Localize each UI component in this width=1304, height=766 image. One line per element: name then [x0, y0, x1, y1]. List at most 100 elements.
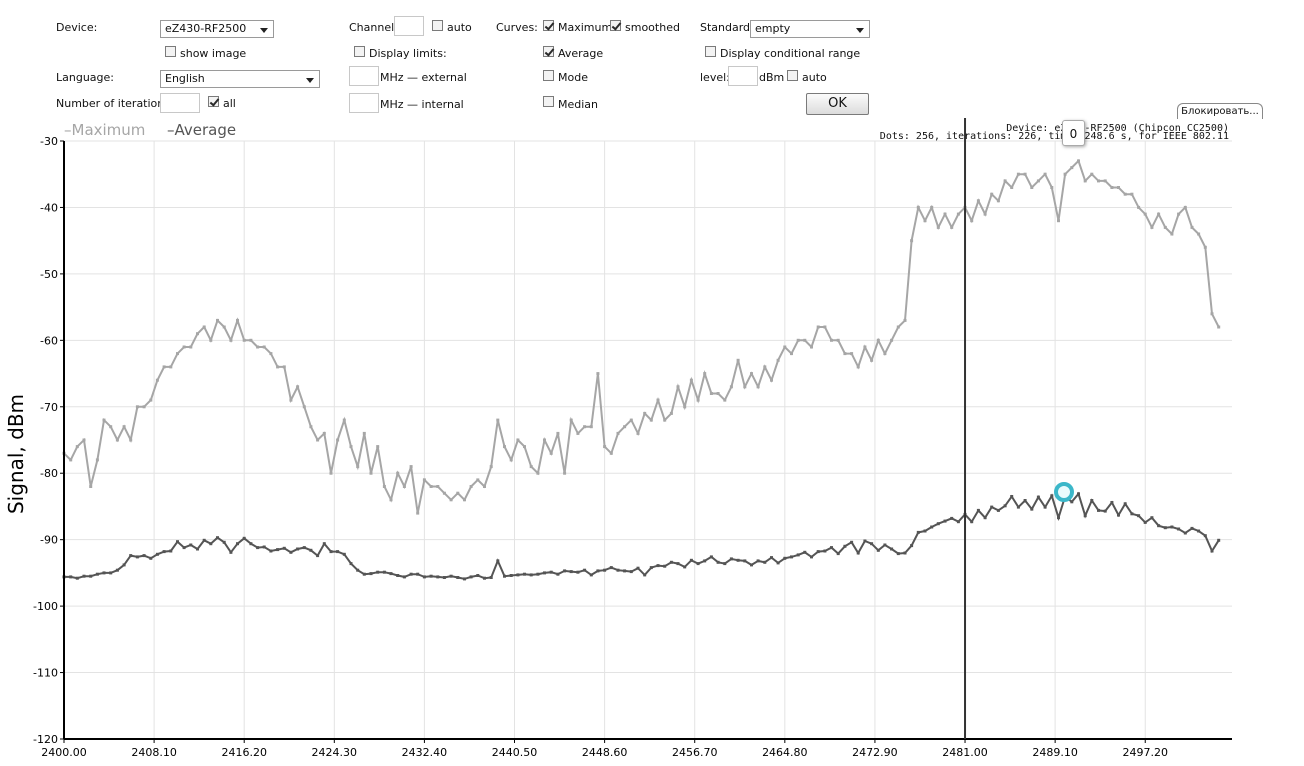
data-point-average — [1036, 495, 1040, 499]
data-point-maximum — [242, 338, 246, 342]
data-point-average — [436, 575, 440, 579]
data-point-maximum — [1150, 225, 1154, 229]
data-point-average — [856, 551, 860, 555]
level-unit-label: dBm — [759, 71, 785, 84]
data-point-average — [262, 545, 266, 549]
data-point-average — [1043, 505, 1047, 509]
data-point-average — [1150, 516, 1154, 520]
data-point-maximum — [723, 398, 727, 402]
ok-button[interactable]: OK — [806, 93, 869, 115]
curve-maximum-checkbox[interactable] — [543, 20, 554, 31]
data-point-maximum — [1103, 179, 1107, 183]
data-point-maximum — [636, 431, 640, 435]
data-point-average — [82, 574, 86, 578]
data-point-average — [382, 570, 386, 574]
x-tick-label: 2456.70 — [672, 746, 718, 759]
chevron-down-icon — [856, 28, 864, 33]
data-point-average — [943, 519, 947, 523]
data-point-maximum — [216, 318, 219, 322]
data-point-maximum — [176, 352, 179, 356]
data-point-average — [429, 574, 433, 578]
display-limits-checkbox[interactable] — [354, 46, 365, 57]
data-point-maximum — [589, 425, 593, 429]
data-point-maximum — [549, 451, 553, 455]
data-point-maximum — [669, 411, 673, 415]
standard-select[interactable]: empty — [750, 20, 870, 38]
level-auto-checkbox[interactable] — [787, 70, 798, 81]
data-point-average — [1090, 499, 1094, 502]
mhz-internal-input[interactable] — [349, 93, 379, 113]
data-point-average — [796, 553, 800, 557]
legend-average[interactable]: –Average — [167, 121, 236, 139]
device-select[interactable]: eZ430-RF2500 — [160, 20, 274, 38]
y-tick-label: -60 — [40, 334, 58, 347]
data-point-average — [576, 570, 580, 574]
data-point-average — [589, 573, 593, 577]
y-tick-label: -50 — [40, 268, 58, 281]
legend-maximum[interactable]: –Maximum — [64, 121, 145, 139]
channel-auto-label: auto — [447, 21, 472, 34]
data-point-average — [1177, 527, 1181, 531]
data-point-average — [109, 571, 113, 575]
x-tick-label: 2497.20 — [1122, 746, 1168, 759]
show-image-checkbox[interactable] — [165, 46, 176, 57]
data-point-average — [69, 575, 73, 579]
data-point-average — [803, 550, 807, 554]
data-point-maximum — [476, 478, 480, 482]
data-point-maximum — [1010, 186, 1014, 189]
iterations-input[interactable] — [160, 93, 200, 113]
data-point-average — [1203, 534, 1207, 538]
mhz-external-input[interactable] — [349, 66, 379, 86]
data-point-average — [182, 546, 186, 550]
data-point-maximum — [703, 372, 707, 376]
data-point-maximum — [609, 451, 613, 455]
data-point-average — [1170, 525, 1174, 529]
curve-mode-checkbox[interactable] — [543, 70, 554, 81]
x-tick-label: 2432.40 — [402, 746, 448, 759]
data-point-average — [629, 570, 633, 574]
curve-smoothed-checkbox[interactable] — [610, 20, 621, 31]
data-point-maximum — [676, 385, 680, 389]
data-point-average — [296, 547, 300, 551]
conditional-range-checkbox[interactable] — [705, 46, 716, 57]
show-image-label: show image — [180, 47, 247, 60]
data-point-maximum — [496, 418, 500, 422]
data-point-average — [309, 548, 313, 552]
data-point-maximum — [796, 338, 800, 342]
data-point-maximum — [289, 398, 293, 402]
data-point-maximum — [596, 372, 600, 376]
channel-input[interactable] — [394, 16, 424, 36]
data-point-maximum — [189, 345, 193, 349]
legend-average-swatch: – — [167, 121, 175, 139]
data-point-maximum — [442, 491, 446, 495]
data-point-maximum — [256, 345, 260, 349]
data-point-maximum — [763, 365, 767, 369]
channel-auto-checkbox[interactable] — [432, 20, 443, 31]
data-point-maximum — [810, 345, 813, 349]
data-point-maximum — [436, 485, 440, 488]
data-point-maximum — [843, 352, 847, 356]
level-input[interactable] — [728, 66, 758, 86]
data-point-maximum — [1177, 212, 1181, 216]
data-point-maximum — [1163, 225, 1167, 229]
data-point-average — [763, 560, 767, 564]
data-point-maximum — [162, 365, 166, 369]
x-axis-ticks: 2400.00 2408.10 2416.20 2424.30 2432.40 2440.… — [41, 739, 1168, 759]
curve-median-checkbox[interactable] — [543, 96, 554, 107]
data-point-average — [416, 572, 420, 576]
data-point-average — [209, 542, 213, 546]
data-point-average — [529, 573, 533, 577]
language-select[interactable]: English — [160, 70, 320, 88]
iterations-all-checkbox[interactable] — [208, 96, 219, 107]
curve-average-checkbox[interactable] — [543, 46, 554, 57]
data-point-average — [483, 576, 486, 580]
data-point-maximum — [1070, 166, 1074, 170]
data-point-maximum — [790, 352, 793, 356]
data-point-maximum — [382, 485, 386, 488]
data-point-average — [122, 563, 126, 567]
chart-grid — [63, 140, 1232, 740]
data-point-average — [115, 568, 119, 572]
data-point-average — [843, 544, 847, 548]
block-button[interactable]: Блокировать... — [1177, 103, 1263, 119]
